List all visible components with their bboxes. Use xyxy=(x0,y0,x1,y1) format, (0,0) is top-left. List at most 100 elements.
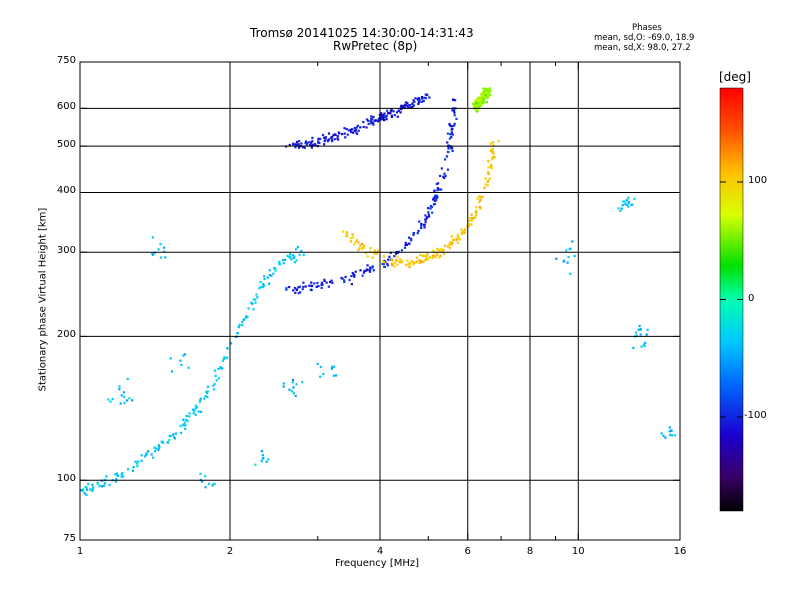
echo-point xyxy=(85,488,89,491)
echo-point xyxy=(262,283,265,286)
echo-point xyxy=(241,324,244,327)
echo-point xyxy=(451,238,454,242)
echo-point xyxy=(304,140,308,143)
echo-point xyxy=(346,133,349,136)
echo-point xyxy=(487,179,490,182)
colorbar-tick-label: 100 xyxy=(748,175,768,186)
echo-point xyxy=(442,249,445,252)
echo-point xyxy=(638,324,641,328)
echo-point xyxy=(382,114,385,117)
echo-point xyxy=(400,249,403,252)
echo-point xyxy=(357,241,360,244)
echo-point xyxy=(211,484,214,487)
echo-point xyxy=(100,485,104,488)
echo-point xyxy=(181,423,185,426)
echo-point xyxy=(421,97,424,100)
echo-point xyxy=(85,493,88,496)
echo-point xyxy=(221,359,225,362)
colorbar-tick-label: -100 xyxy=(744,410,767,421)
echo-point xyxy=(126,468,130,471)
echo-point xyxy=(478,205,481,209)
echo-point xyxy=(624,200,627,203)
echo-point xyxy=(479,195,482,199)
echo-point xyxy=(282,382,285,385)
echo-point xyxy=(480,92,483,95)
echo-point xyxy=(226,347,229,350)
echo-point xyxy=(467,225,470,228)
echo-point xyxy=(292,142,295,145)
echo-point xyxy=(207,482,211,485)
echo-point xyxy=(497,140,500,143)
echo-point xyxy=(424,97,428,100)
echo-point xyxy=(490,158,494,161)
echo-point xyxy=(121,472,124,475)
echo-point xyxy=(352,273,355,276)
echo-point xyxy=(344,275,347,279)
echo-point xyxy=(406,104,409,107)
echo-point xyxy=(302,281,305,284)
echo-point xyxy=(298,253,301,256)
echo-point xyxy=(452,98,455,101)
echo-point xyxy=(206,395,209,399)
echo-point xyxy=(382,262,386,265)
echo-point xyxy=(132,466,135,469)
echo-point xyxy=(402,105,405,108)
echo-point xyxy=(262,456,265,460)
y-tick-label: 750 xyxy=(56,55,76,66)
echo-point xyxy=(295,259,298,262)
echo-point xyxy=(374,119,377,122)
echo-point xyxy=(311,284,314,288)
echo-point xyxy=(272,272,275,275)
echo-point xyxy=(204,395,207,398)
echo-point xyxy=(452,108,455,111)
echo-point xyxy=(288,285,291,289)
echo-point xyxy=(492,155,495,159)
echo-point xyxy=(448,146,451,149)
echo-point xyxy=(395,258,398,261)
echo-point xyxy=(393,265,396,268)
echo-point xyxy=(405,243,409,246)
echo-point xyxy=(145,452,148,455)
echo-point xyxy=(137,460,140,463)
echo-point xyxy=(268,273,271,277)
echo-point xyxy=(304,142,307,145)
echo-point xyxy=(433,189,436,192)
echo-point xyxy=(451,149,454,153)
x-axis-label: Frequency [MHz] xyxy=(335,558,420,569)
echo-point xyxy=(351,271,354,275)
echo-point xyxy=(79,489,83,492)
echo-point xyxy=(217,377,221,380)
echo-point xyxy=(140,459,143,462)
echo-point xyxy=(331,140,334,143)
echo-point xyxy=(172,436,176,439)
echo-point xyxy=(424,255,427,258)
y-tick-label: 200 xyxy=(56,329,76,341)
echo-point xyxy=(627,202,630,205)
echo-point xyxy=(390,262,393,265)
echo-point xyxy=(404,101,408,104)
echo-point xyxy=(368,266,372,269)
echo-point xyxy=(437,249,440,252)
echo-point xyxy=(333,138,336,141)
echo-point xyxy=(245,316,248,319)
echo-point xyxy=(433,199,437,203)
echo-point xyxy=(321,283,324,286)
echo-point xyxy=(627,200,631,204)
echo-point xyxy=(446,150,449,154)
echo-point xyxy=(298,139,301,143)
echo-point xyxy=(343,127,346,130)
echo-point xyxy=(89,488,92,491)
echo-point xyxy=(348,278,351,282)
echo-point xyxy=(423,226,426,229)
echo-point xyxy=(489,142,492,145)
echo-point xyxy=(317,137,320,140)
echo-point xyxy=(386,264,390,267)
echo-point xyxy=(350,130,353,133)
echo-point xyxy=(352,131,355,134)
echo-point xyxy=(301,381,304,384)
echo-point xyxy=(308,284,311,287)
echo-point xyxy=(186,420,189,423)
echo-point xyxy=(200,480,204,483)
echo-point xyxy=(573,254,576,258)
